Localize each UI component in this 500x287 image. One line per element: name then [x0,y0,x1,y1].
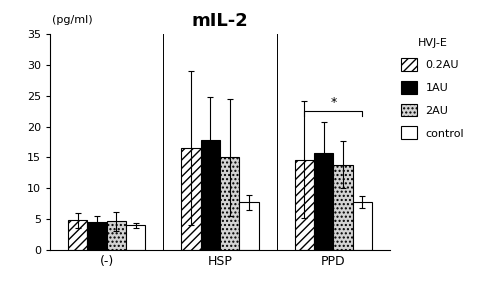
Bar [220,158,240,250]
Bar [200,140,220,250]
Bar [352,202,372,250]
Bar [295,160,314,250]
Text: (pg/ml): (pg/ml) [52,15,93,25]
Bar [182,148,201,250]
Bar [106,221,126,250]
Bar [126,225,145,250]
Bar [88,222,106,250]
Bar [334,165,352,250]
Bar [240,202,258,250]
Title: mIL-2: mIL-2 [192,12,248,30]
Bar [68,220,87,250]
Bar [314,152,334,250]
Text: *: * [330,96,336,109]
Legend: 0.2AU, 1AU, 2AU, control: 0.2AU, 1AU, 2AU, control [399,36,466,141]
